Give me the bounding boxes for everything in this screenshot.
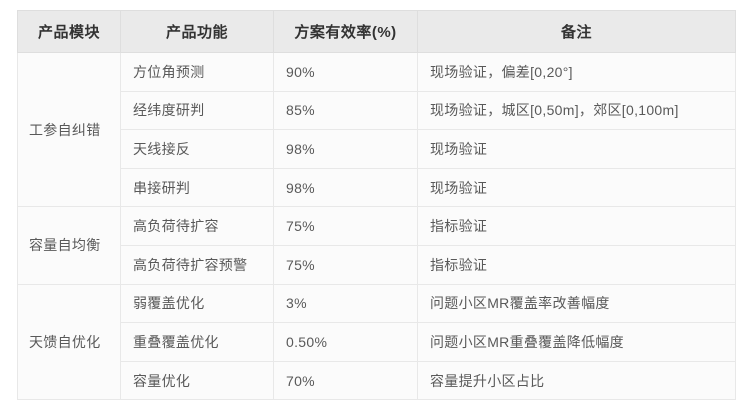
remark-cell: 现场验证，偏差[0,20°] bbox=[417, 52, 736, 92]
rate-cell: 90% bbox=[273, 52, 418, 92]
rate-cell: 70% bbox=[273, 360, 418, 401]
rate-cell: 0.50% bbox=[273, 322, 418, 362]
function-cell: 重叠覆盖优化 bbox=[120, 322, 274, 362]
function-cell: 串接研判 bbox=[120, 167, 274, 208]
col-header-product-module: 产品模块 bbox=[17, 10, 121, 53]
product-capability-table: 产品模块 产品功能 方案有效率(%) 备注 工参自纠错 方位角预测 90% 现场… bbox=[17, 10, 736, 401]
table-row: 天馈自优化 弱覆盖优化 3% 问题小区MR覆盖率改善幅度 bbox=[17, 283, 736, 401]
col-header-effectiveness-rate: 方案有效率(%) bbox=[273, 10, 418, 53]
table-row: 容量自均衡 高负荷待扩容 75% 指标验证 bbox=[17, 206, 736, 285]
rate-cell: 85% bbox=[273, 90, 418, 131]
remark-cell: 现场验证 bbox=[417, 129, 736, 169]
table-row: 容量优化 70% 容量提升小区占比 bbox=[18, 360, 736, 401]
table-row: 工参自纠错 方位角预测 90% 现场验证，偏差[0,20°] bbox=[17, 51, 736, 208]
function-cell: 高负荷待扩容 bbox=[120, 206, 274, 246]
col-header-remark: 备注 bbox=[417, 10, 736, 53]
rate-cell: 98% bbox=[273, 167, 418, 208]
module-cell-capacity-balance: 容量自均衡 bbox=[17, 206, 121, 285]
function-cell: 经纬度研判 bbox=[120, 90, 274, 131]
function-cell: 弱覆盖优化 bbox=[120, 283, 274, 324]
rate-cell: 75% bbox=[273, 206, 418, 246]
function-cell: 天线接反 bbox=[120, 129, 274, 169]
rate-cell: 3% bbox=[273, 283, 418, 324]
remark-cell: 现场验证，城区[0,50m]，郊区[0,100m] bbox=[417, 90, 736, 131]
table-header-row: 产品模块 产品功能 方案有效率(%) 备注 bbox=[17, 10, 736, 53]
table-row: 天线接反 98% 现场验证 bbox=[18, 129, 736, 169]
table-row: 重叠覆盖优化 0.50% 问题小区MR重叠覆盖降低幅度 bbox=[18, 322, 736, 362]
product-capability-table-container: 产品模块 产品功能 方案有效率(%) 备注 工参自纠错 方位角预测 90% 现场… bbox=[17, 10, 736, 401]
function-cell: 高负荷待扩容预警 bbox=[120, 244, 274, 285]
remark-cell: 问题小区MR覆盖率改善幅度 bbox=[417, 283, 736, 324]
table-row: 串接研判 98% 现场验证 bbox=[18, 167, 736, 208]
table-row: 高负荷待扩容预警 75% 指标验证 bbox=[18, 244, 736, 285]
remark-cell: 指标验证 bbox=[417, 244, 736, 285]
remark-cell: 问题小区MR重叠覆盖降低幅度 bbox=[417, 322, 736, 362]
rate-cell: 75% bbox=[273, 244, 418, 285]
module-cell-antenna-feed: 天馈自优化 bbox=[17, 283, 121, 401]
remark-cell: 指标验证 bbox=[417, 206, 736, 246]
table-row: 经纬度研判 85% 现场验证，城区[0,50m]，郊区[0,100m] bbox=[18, 90, 736, 131]
module-cell-engineering-param: 工参自纠错 bbox=[17, 51, 121, 208]
remark-cell: 现场验证 bbox=[417, 167, 736, 208]
remark-cell: 容量提升小区占比 bbox=[417, 360, 736, 401]
function-cell: 方位角预测 bbox=[120, 52, 274, 92]
rate-cell: 98% bbox=[273, 129, 418, 169]
function-cell: 容量优化 bbox=[120, 360, 274, 401]
col-header-product-function: 产品功能 bbox=[120, 10, 274, 53]
